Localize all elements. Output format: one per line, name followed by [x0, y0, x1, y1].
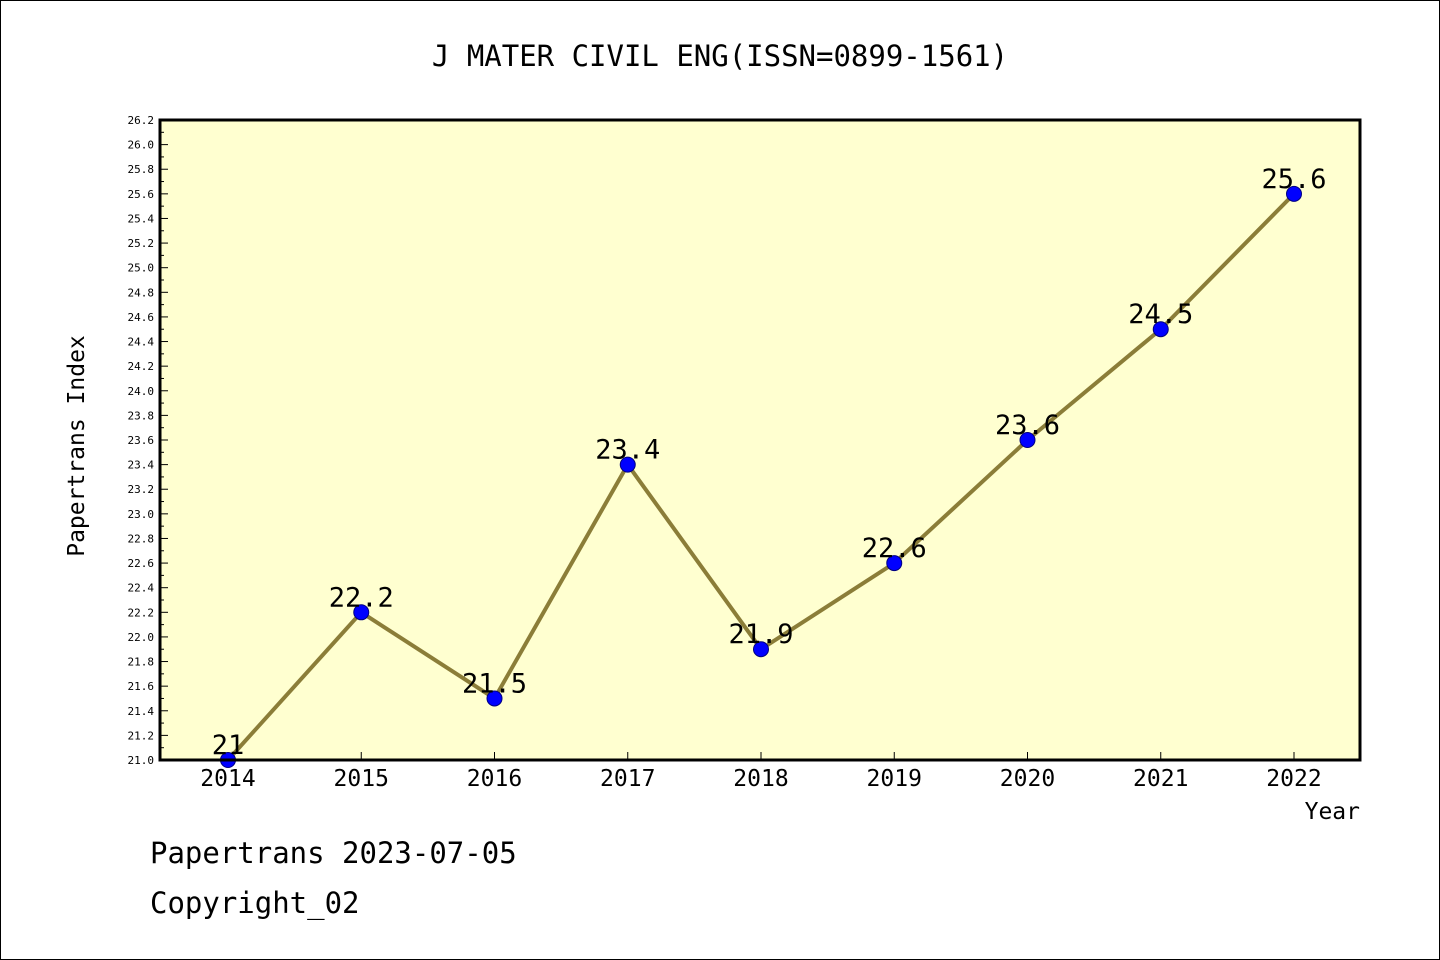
data-point [1019, 432, 1036, 448]
y-tick-label: 25.4 [128, 212, 155, 225]
data-label: 22.2 [329, 582, 394, 613]
data-label: 22.6 [862, 533, 927, 564]
y-tick-label: 23.8 [128, 409, 155, 422]
y-tick-label: 21.2 [128, 729, 155, 742]
y-tick-label: 25.8 [128, 163, 155, 176]
data-label: 24.5 [1128, 299, 1193, 330]
y-tick-label: 24.0 [128, 385, 155, 398]
data-label: 21 [212, 730, 245, 761]
y-tick-label: 26.0 [128, 139, 155, 152]
y-tick-label: 21.0 [128, 754, 155, 767]
x-tick-label: 2016 [467, 766, 522, 792]
x-tick-label: 2018 [733, 766, 788, 792]
data-point [1152, 321, 1169, 338]
y-axis-label: Papertrans Index [64, 335, 90, 557]
x-axis-label: Year [1305, 799, 1360, 825]
plot-frame [158, 118, 1362, 762]
series-group: 21 22.2 21.5 23.4 21.9 22.6 23.6 24.5 25.6 [212, 164, 1327, 768]
y-tick-label: 22.6 [128, 557, 155, 570]
data-label: 21.5 [462, 668, 527, 699]
y-tick-label: 24.8 [128, 286, 155, 299]
footer-copyright-text: Copyright_02 [150, 886, 360, 921]
chart-title: J MATER CIVIL ENG(ISSN=0899-1561) [432, 39, 1008, 73]
y-tick-label: 22.2 [128, 606, 155, 619]
plot-area [160, 120, 1360, 760]
data-point [886, 555, 903, 572]
y-tick-label: 24.4 [128, 336, 155, 349]
y-tick-label: 21.6 [128, 680, 155, 693]
y-tick-label: 25.2 [128, 237, 155, 250]
y-tick-label: 24.2 [128, 360, 155, 373]
data-point [1286, 185, 1302, 202]
y-tick-label: 26.2 [128, 114, 155, 127]
x-tick-label: 2022 [1266, 766, 1321, 792]
y-tick-label: 22.0 [128, 631, 155, 644]
y-tick-label: 21.8 [128, 656, 155, 669]
x-tick-label: 2014 [200, 766, 255, 792]
y-tick-label: 22.4 [128, 582, 155, 595]
data-label: 21.9 [728, 619, 793, 650]
data-label: 25.6 [1261, 164, 1326, 195]
y-tick-label: 23.0 [128, 508, 155, 521]
y-tick-label: 23.4 [128, 459, 155, 472]
data-point [619, 456, 636, 473]
y-tick-label: 24.6 [128, 311, 155, 324]
x-tick-label: 2021 [1133, 766, 1188, 792]
y-tick-label: 23.2 [128, 483, 155, 496]
y-tick-label: 25.6 [128, 188, 155, 201]
y-tick-label: 25.0 [128, 262, 155, 275]
x-tick-label: 2019 [867, 766, 922, 792]
y-tick-label: 22.8 [128, 532, 155, 545]
data-label: 23.6 [995, 410, 1060, 441]
x-tick-label: 2020 [1000, 766, 1055, 792]
y-tick-label: 23.6 [128, 434, 155, 447]
x-tick-label: 2015 [334, 766, 389, 792]
data-point [486, 690, 503, 707]
y-axis-ticks: 21.0 21.2 21.4 21.6 21.8 22.0 22.2 22.4 22.6 22.8… [128, 114, 168, 767]
x-axis-ticks: 2014 2015 2016 2017 2018 2019 2020 2021 2022 [200, 752, 1322, 792]
x-tick-label: 2017 [600, 766, 655, 792]
data-point [353, 604, 370, 621]
data-label: 23.4 [595, 435, 660, 466]
data-point [753, 641, 769, 658]
footer-date-text: Papertrans 2023-07-05 [150, 836, 517, 870]
y-tick-label: 21.4 [128, 705, 155, 718]
